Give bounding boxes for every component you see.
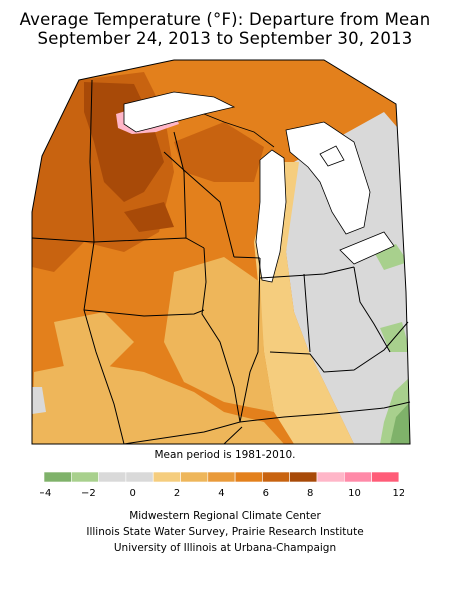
legend-swatch bbox=[125, 472, 154, 483]
credit-uiuc: University of Illinois at Urbana-Champai… bbox=[113, 542, 337, 554]
temperature-departure-map bbox=[31, 59, 411, 445]
legend-swatch bbox=[152, 472, 181, 483]
legend-swatch bbox=[180, 472, 209, 483]
legend-tick-label: 6 bbox=[263, 488, 269, 499]
credit-mrcc: Midwestern Regional Climate Center bbox=[129, 510, 321, 522]
state-boundaries bbox=[31, 59, 411, 445]
legend-swatch bbox=[70, 472, 99, 483]
legend-tick-label: 4 bbox=[218, 488, 224, 499]
legend-swatch bbox=[98, 472, 127, 483]
lake-shorelines bbox=[123, 91, 395, 283]
legend-tick-label: 12 bbox=[393, 488, 404, 499]
legend-swatch bbox=[234, 472, 263, 483]
map-date-range: September 24, 2013 to September 30, 2013 bbox=[37, 29, 413, 48]
color-legend: −4 −2 0 2 4 6 8 10 12 bbox=[40, 472, 404, 499]
legend-tick-label: −2 bbox=[81, 488, 96, 499]
legend-swatch bbox=[289, 472, 318, 483]
legend-swatch bbox=[262, 472, 290, 483]
legend-swatch bbox=[43, 472, 72, 483]
mean-period-note: Mean period is 1981-2010. bbox=[154, 449, 296, 461]
legend-tick-label: −4 bbox=[40, 488, 51, 499]
legend-swatch bbox=[371, 472, 400, 483]
credit-isws: Illinois State Water Survey, Prairie Res… bbox=[86, 526, 364, 538]
legend-tick-label: 2 bbox=[174, 488, 180, 499]
legend-swatch bbox=[343, 472, 372, 483]
legend-tick-label: 0 bbox=[130, 488, 136, 499]
legend-tick-label: 10 bbox=[348, 488, 361, 499]
legend-swatch bbox=[207, 472, 236, 483]
legend-swatch bbox=[316, 472, 345, 483]
map-title: Average Temperature (°F): Departure from… bbox=[19, 10, 431, 29]
departure-fill bbox=[32, 60, 410, 444]
legend-tick-label: 8 bbox=[307, 488, 313, 499]
